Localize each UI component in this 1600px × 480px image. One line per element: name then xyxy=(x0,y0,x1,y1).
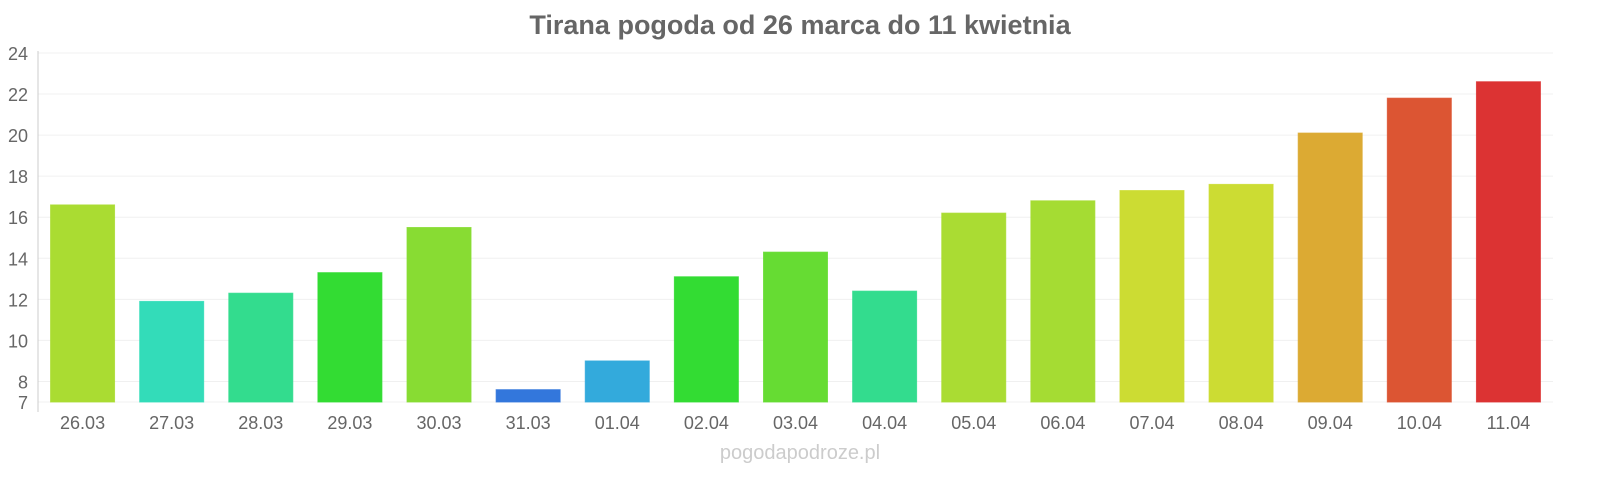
bar-29.03 xyxy=(317,272,383,403)
x-tick-label: 09.04 xyxy=(1308,413,1353,433)
y-tick-label: 14 xyxy=(8,249,28,269)
chart-title: Tirana pogoda od 26 marca do 11 kwietnia xyxy=(529,10,1071,40)
x-tick-label: 27.03 xyxy=(149,413,194,433)
bar-30.03 xyxy=(406,227,472,403)
bar-04.04 xyxy=(852,290,918,403)
x-tick-label: 29.03 xyxy=(327,413,372,433)
bar-27.03 xyxy=(139,300,205,403)
bar-07.04 xyxy=(1119,190,1185,403)
y-tick-label: 22 xyxy=(8,85,28,105)
x-tick-label: 02.04 xyxy=(684,413,729,433)
x-tick-label: 08.04 xyxy=(1219,413,1264,433)
x-tick-label: 06.04 xyxy=(1040,413,1085,433)
bar-09.04 xyxy=(1297,132,1363,403)
bar-11.04 xyxy=(1475,81,1541,403)
x-tick-label: 07.04 xyxy=(1129,413,1174,433)
y-tick-label: 7 xyxy=(18,393,28,413)
bar-31.03 xyxy=(495,389,561,403)
bar-03.04 xyxy=(763,251,828,403)
y-tick-label: 16 xyxy=(8,208,28,228)
x-tick-label: 01.04 xyxy=(595,413,640,433)
x-tick-label: 11.04 xyxy=(1487,413,1531,433)
y-tick-label: 12 xyxy=(8,290,28,310)
y-tick-label: 18 xyxy=(8,167,28,187)
x-tick-label: 31.03 xyxy=(506,413,551,433)
y-tick-label: 8 xyxy=(18,372,28,392)
bar-02.04 xyxy=(673,276,739,403)
y-tick-label: 10 xyxy=(8,331,28,351)
bar-28.03 xyxy=(228,292,294,403)
x-tick-label: 03.04 xyxy=(773,413,818,433)
bar-26.03 xyxy=(50,204,116,403)
x-tick-label: 30.03 xyxy=(417,413,462,433)
x-tick-label: 04.04 xyxy=(862,413,907,433)
bar-01.04 xyxy=(584,360,650,403)
x-tick-label: 05.04 xyxy=(951,413,996,433)
bar-06.04 xyxy=(1030,200,1096,403)
bar-08.04 xyxy=(1208,183,1274,403)
watermark: pogodapodroze.pl xyxy=(719,442,881,464)
x-tick-label: 28.03 xyxy=(238,413,283,433)
x-tick-label: 26.03 xyxy=(60,413,105,433)
x-tick-label: 10.04 xyxy=(1397,413,1442,433)
y-tick-label: 20 xyxy=(8,126,28,146)
bar-05.04 xyxy=(941,212,1007,403)
y-tick-label: 24 xyxy=(8,44,28,64)
bar-10.04 xyxy=(1386,97,1452,403)
